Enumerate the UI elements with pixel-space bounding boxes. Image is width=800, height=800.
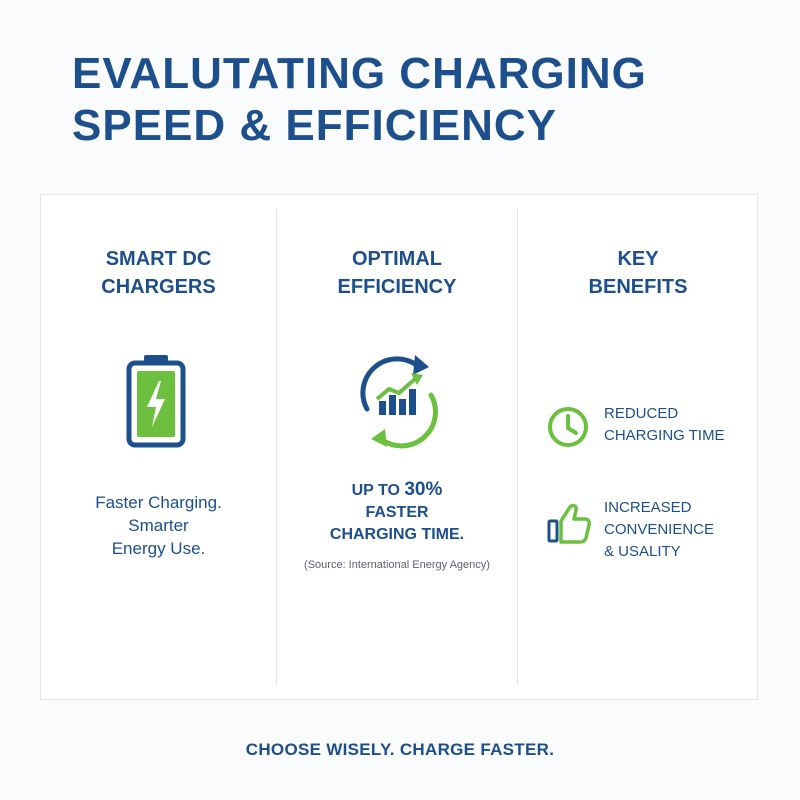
tagline-line-3: Energy Use. <box>111 539 206 558</box>
column-optimal-efficiency: OPTIMAL EFFICIENCY UP TO 30% FASTER CHAR… <box>277 195 517 699</box>
charger-tagline: Faster Charging. Smarter Energy Use. <box>41 491 276 560</box>
efficiency-stat: UP TO 30% FASTER CHARGING TIME. <box>277 479 517 546</box>
column-key-benefits: KEY BENEFITS REDUCED CHARGING TIME INCRE… <box>518 195 758 699</box>
heading-line-2: BENEFITS <box>588 276 688 298</box>
thumbs-up-icon <box>547 503 591 544</box>
stat-prefix: UP TO <box>351 482 405 499</box>
benefit-text: INCREASED CONVENIENCE & USALITY <box>604 497 774 563</box>
column-divider <box>276 209 277 685</box>
heading-line-2: CHARGERS <box>101 276 216 298</box>
heading-line-1: OPTIMAL <box>352 248 442 270</box>
clock-icon <box>548 407 588 447</box>
source-citation: (Source: International Energy Agency) <box>304 559 490 571</box>
title-line-2: SPEED & EFFICIENCY <box>72 101 557 150</box>
heading-line-2: EFFICIENCY <box>337 276 457 298</box>
page-title: EVALUTATING CHARGING SPEED & EFFICIENCY <box>72 48 772 152</box>
comparison-panel: SMART DC CHARGERS Faster Charging. Smart… <box>40 194 758 700</box>
benefit-line-3: & USALITY <box>604 543 681 560</box>
stat-value: 30% <box>404 479 443 500</box>
benefit-text: REDUCED CHARGING TIME <box>604 403 774 447</box>
benefit-line-2: CHARGING TIME <box>604 427 725 444</box>
column-heading: OPTIMAL EFFICIENCY <box>277 245 517 301</box>
battery-charging-icon <box>125 353 187 454</box>
heading-line-1: SMART DC <box>105 248 212 270</box>
column-heading: KEY BENEFITS <box>518 245 758 301</box>
cycle-growth-chart-icon <box>355 349 441 458</box>
stat-line-2: FASTER <box>365 504 429 521</box>
column-smart-dc-chargers: SMART DC CHARGERS Faster Charging. Smart… <box>41 195 276 699</box>
stat-line-3: CHARGING TIME. <box>329 526 465 543</box>
benefit-line-2: CONVENIENCE <box>604 521 715 538</box>
benefit-line-1: REDUCED <box>604 405 679 422</box>
column-divider <box>517 209 518 685</box>
title-line-1: EVALUTATING CHARGING <box>72 49 647 98</box>
heading-line-1: KEY <box>617 248 659 270</box>
column-heading: SMART DC CHARGERS <box>41 245 276 301</box>
tagline-line-1: Faster Charging. <box>95 493 222 512</box>
tagline-line-2: Smarter <box>128 516 189 535</box>
footer-slogan: CHOOSE WISELY. CHARGE FASTER. <box>245 740 555 759</box>
benefit-line-1: INCREASED <box>604 499 692 516</box>
stat-line-1: UP TO 30% <box>277 479 517 502</box>
